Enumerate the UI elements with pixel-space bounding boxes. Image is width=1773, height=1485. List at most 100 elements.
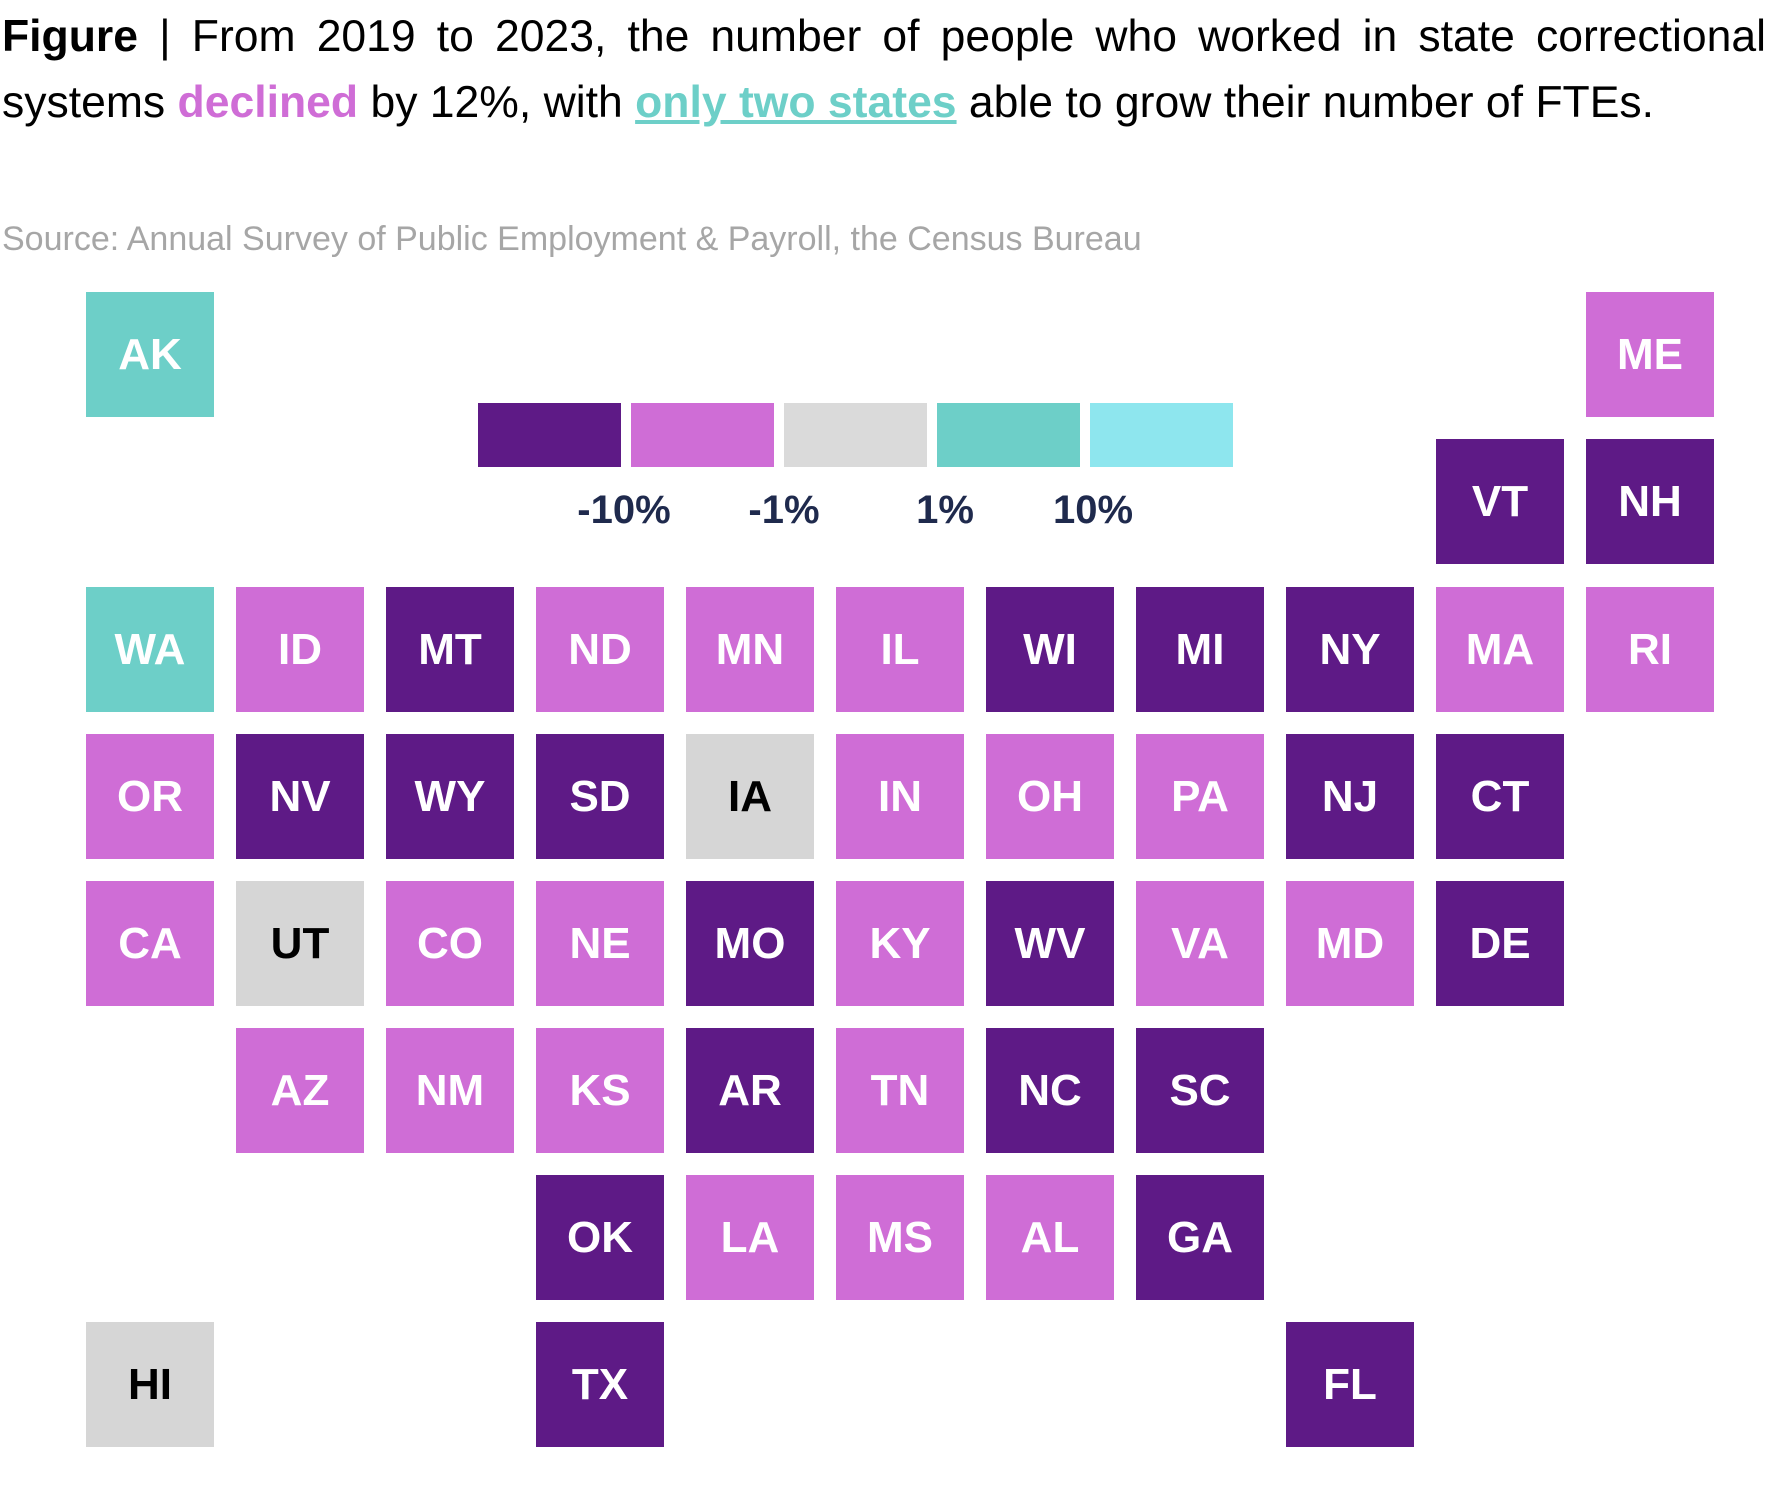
state-tile-ct[interactable]: CT	[1436, 734, 1564, 859]
state-tile-nm[interactable]: NM	[386, 1028, 514, 1153]
legend-swatch-1	[631, 403, 774, 467]
state-tile-mt[interactable]: MT	[386, 587, 514, 712]
state-label: SD	[569, 771, 631, 821]
state-tile-wa[interactable]: WA	[86, 587, 214, 712]
state-tile-ky[interactable]: KY	[836, 881, 964, 1006]
state-tile-al[interactable]: AL	[986, 1175, 1114, 1300]
state-label: AZ	[270, 1065, 330, 1115]
state-tile-ca[interactable]: CA	[86, 881, 214, 1006]
state-tile-de[interactable]: DE	[1436, 881, 1564, 1006]
state-tile-mn[interactable]: MN	[686, 587, 814, 712]
state-tile-ms[interactable]: MS	[836, 1175, 964, 1300]
state-label: NE	[569, 918, 631, 968]
state-tile-wy[interactable]: WY	[386, 734, 514, 859]
state-tile-ne[interactable]: NE	[536, 881, 664, 1006]
state-label: IL	[880, 624, 920, 674]
state-label: MO	[714, 918, 786, 968]
state-label: GA	[1167, 1212, 1233, 1262]
state-label: MI	[1175, 624, 1225, 674]
state-label: MS	[867, 1212, 933, 1262]
state-label: MT	[418, 624, 482, 674]
state-label: SC	[1169, 1065, 1231, 1115]
state-label: AK	[118, 329, 182, 379]
state-tile-id[interactable]: ID	[236, 587, 364, 712]
state-label: NV	[269, 771, 331, 821]
state-label: TX	[571, 1359, 629, 1409]
state-tile-ny[interactable]: NY	[1286, 587, 1414, 712]
state-label: CO	[417, 918, 483, 968]
state-label: CA	[118, 918, 182, 968]
state-label: NH	[1618, 476, 1682, 526]
state-label: WI	[1023, 624, 1077, 674]
state-label: HI	[128, 1359, 172, 1409]
state-label: NY	[1319, 624, 1381, 674]
state-tile-ga[interactable]: GA	[1136, 1175, 1264, 1300]
state-label: RI	[1628, 624, 1672, 674]
state-tile-az[interactable]: AZ	[236, 1028, 364, 1153]
state-tile-ma[interactable]: MA	[1436, 587, 1564, 712]
state-tile-wi[interactable]: WI	[986, 587, 1114, 712]
state-label: TN	[870, 1065, 930, 1115]
state-tile-ks[interactable]: KS	[536, 1028, 664, 1153]
state-tile-vt[interactable]: VT	[1436, 439, 1564, 564]
state-label: PA	[1171, 771, 1229, 821]
state-label: VA	[1171, 918, 1229, 968]
state-tile-il[interactable]: IL	[836, 587, 964, 712]
state-tile-la[interactable]: LA	[686, 1175, 814, 1300]
caption-separator: |	[137, 12, 192, 61]
state-label: NM	[415, 1065, 485, 1115]
caption-grow-link[interactable]: only two states	[635, 78, 957, 127]
state-tile-wv[interactable]: WV	[986, 881, 1114, 1006]
state-label: OH	[1017, 771, 1083, 821]
state-label: NC	[1018, 1065, 1082, 1115]
legend-break-label: 1%	[916, 488, 974, 532]
state-label: WY	[414, 771, 486, 821]
state-tile-ar[interactable]: AR	[686, 1028, 814, 1153]
state-tile-tx[interactable]: TX	[536, 1322, 664, 1447]
state-tile-nd[interactable]: ND	[536, 587, 664, 712]
caption-label: Figure	[2, 12, 138, 61]
legend-break-label: -10%	[577, 488, 671, 532]
state-label: AR	[718, 1065, 782, 1115]
state-tile-sd[interactable]: SD	[536, 734, 664, 859]
state-tile-in[interactable]: IN	[836, 734, 964, 859]
state-tile-hi[interactable]: HI	[86, 1322, 214, 1447]
state-tile-nv[interactable]: NV	[236, 734, 364, 859]
state-label: MN	[715, 624, 785, 674]
state-tile-ak[interactable]: AK	[86, 292, 214, 417]
state-label: CT	[1470, 771, 1530, 821]
state-tile-mi[interactable]: MI	[1136, 587, 1264, 712]
state-tile-nc[interactable]: NC	[986, 1028, 1114, 1153]
state-tile-ia[interactable]: IA	[686, 734, 814, 859]
state-label: ND	[568, 624, 632, 674]
legend-break-label: -1%	[748, 488, 820, 532]
state-tile-co[interactable]: CO	[386, 881, 514, 1006]
state-label: MD	[1315, 918, 1385, 968]
state-tile-md[interactable]: MD	[1286, 881, 1414, 1006]
state-tile-fl[interactable]: FL	[1286, 1322, 1414, 1447]
state-label: AL	[1020, 1212, 1080, 1262]
caption-declined-highlight: declined	[177, 78, 359, 127]
source-note: Source: Annual Survey of Public Employme…	[2, 220, 1142, 258]
legend-swatch-4	[1090, 403, 1233, 467]
state-tile-va[interactable]: VA	[1136, 881, 1264, 1006]
state-label: WA	[114, 624, 186, 674]
state-tile-nj[interactable]: NJ	[1286, 734, 1414, 859]
state-tile-me[interactable]: ME	[1586, 292, 1714, 417]
state-tile-ut[interactable]: UT	[236, 881, 364, 1006]
caption-text-2: by 12%, with	[358, 78, 636, 127]
state-tile-ok[interactable]: OK	[536, 1175, 664, 1300]
legend-break-label: 10%	[1052, 488, 1134, 532]
state-label: IA	[728, 771, 772, 821]
state-tile-or[interactable]: OR	[86, 734, 214, 859]
state-tile-oh[interactable]: OH	[986, 734, 1114, 859]
state-label: UT	[270, 918, 330, 968]
state-tile-mo[interactable]: MO	[686, 881, 814, 1006]
state-tile-sc[interactable]: SC	[1136, 1028, 1264, 1153]
state-label: IN	[878, 771, 922, 821]
state-tile-tn[interactable]: TN	[836, 1028, 964, 1153]
caption-text-3: able to grow their number of FTEs.	[956, 78, 1655, 127]
state-tile-nh[interactable]: NH	[1586, 439, 1714, 564]
state-tile-pa[interactable]: PA	[1136, 734, 1264, 859]
state-tile-ri[interactable]: RI	[1586, 587, 1714, 712]
